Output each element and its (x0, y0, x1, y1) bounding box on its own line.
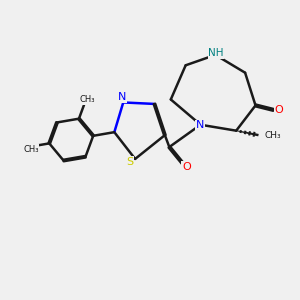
Text: S: S (126, 157, 134, 167)
Text: O: O (274, 105, 283, 115)
Text: N: N (118, 92, 126, 102)
Text: CH₃: CH₃ (264, 130, 281, 140)
Text: NH: NH (208, 48, 224, 59)
Text: O: O (182, 162, 190, 172)
Text: CH₃: CH₃ (79, 95, 95, 104)
Text: N: N (196, 120, 204, 130)
Text: CH₃: CH₃ (23, 145, 38, 154)
